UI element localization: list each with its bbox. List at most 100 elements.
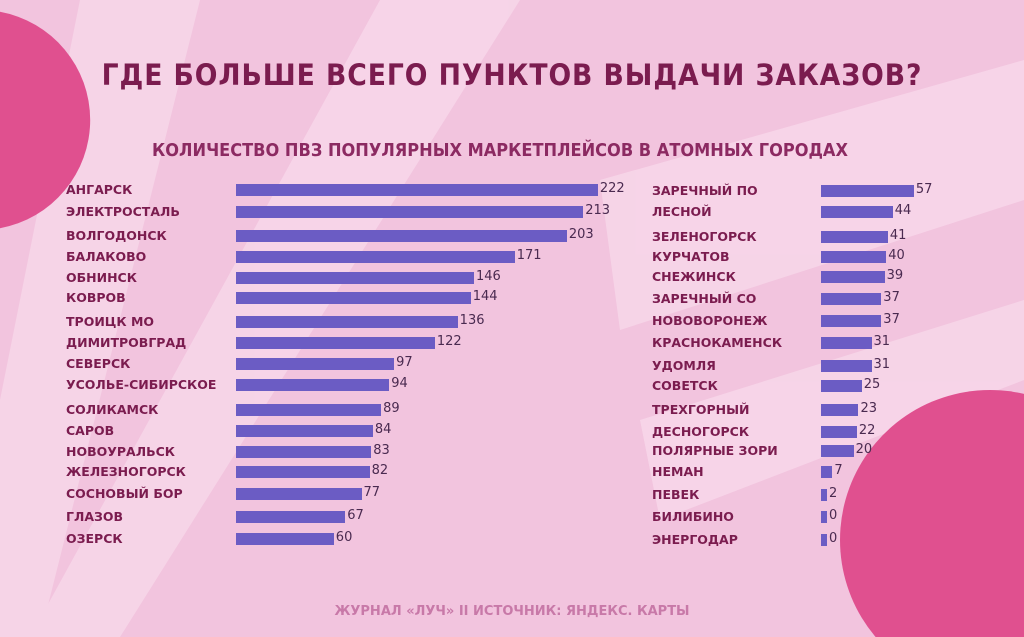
bar xyxy=(821,185,914,197)
bar xyxy=(236,206,584,218)
bar xyxy=(236,292,471,304)
bar xyxy=(236,511,346,523)
data-label: 77 xyxy=(363,485,381,500)
category-label: УСОЛЬЕ-СИБИРСКОЕ xyxy=(66,377,217,392)
category-label: ЭЛЕКТРОСТАЛЬ xyxy=(66,204,180,219)
category-label: НОВОУРАЛЬСК xyxy=(66,444,176,459)
category-label: ТРОИЦК МО xyxy=(66,314,155,329)
bar xyxy=(236,425,373,437)
data-label: 31 xyxy=(873,357,891,372)
data-label: 144 xyxy=(472,289,498,304)
bar xyxy=(236,337,435,349)
data-label: 25 xyxy=(863,377,881,392)
bar xyxy=(821,337,872,349)
decor-circle-bottom-right xyxy=(840,389,1024,637)
bar xyxy=(821,404,859,416)
data-label: 171 xyxy=(516,248,542,263)
bar xyxy=(236,184,598,196)
category-label: КРАСНОКАМЕНСК xyxy=(652,335,783,350)
data-label: 20 xyxy=(855,442,873,457)
category-label: КОВРОВ xyxy=(66,290,126,305)
data-label: 7 xyxy=(834,463,843,478)
data-label: 0 xyxy=(829,508,838,523)
bar xyxy=(821,293,882,305)
data-label: 31 xyxy=(873,334,891,349)
category-label: СОЛИКАМСК xyxy=(66,402,159,417)
bar xyxy=(236,379,390,391)
category-label: ОБНИНСК xyxy=(66,270,137,285)
decor-circle-top-left xyxy=(0,11,91,229)
data-label: 136 xyxy=(459,313,485,328)
category-label: БИЛИБИНО xyxy=(652,509,734,524)
category-label: ЛЕСНОЙ xyxy=(652,204,712,219)
data-label: 97 xyxy=(396,355,413,370)
data-label: 60 xyxy=(335,530,353,545)
category-label: НОВОВОРОНЕЖ xyxy=(652,313,768,328)
bar xyxy=(236,251,515,263)
category-label: ДЕСНОГОРСК xyxy=(652,424,750,439)
data-label: 2 xyxy=(829,486,838,501)
bar xyxy=(236,533,334,545)
category-label: ВОЛГОДОНСК xyxy=(66,228,167,243)
category-label: ЗАРЕЧНЫЙ ПО xyxy=(652,183,758,198)
bar xyxy=(821,206,893,218)
category-label: ПЕВЕК xyxy=(652,487,700,502)
category-label: КУРЧАТОВ xyxy=(652,249,730,264)
data-label: 57 xyxy=(915,182,933,197)
bar xyxy=(821,511,827,523)
data-label: 37 xyxy=(883,312,900,327)
data-label: 122 xyxy=(436,334,462,349)
bar xyxy=(821,315,882,327)
bar xyxy=(821,466,833,478)
data-label: 44 xyxy=(894,203,912,218)
category-label: УДОМЛЯ xyxy=(652,358,716,373)
data-label: 67 xyxy=(347,508,364,523)
data-label: 41 xyxy=(889,228,907,243)
bar xyxy=(821,380,862,392)
bar xyxy=(236,358,395,370)
data-label: 84 xyxy=(374,422,392,437)
bar xyxy=(236,446,372,458)
bar xyxy=(236,272,474,284)
data-label: 22 xyxy=(858,423,876,438)
category-label: НЕМАН xyxy=(652,464,704,479)
category-label: ЗЕЛЕНОГОРСК xyxy=(652,229,757,244)
category-label: САРОВ xyxy=(66,423,115,438)
data-label: 23 xyxy=(860,401,878,416)
bar xyxy=(821,426,857,438)
data-label: 37 xyxy=(883,290,900,305)
data-label: 222 xyxy=(599,181,625,196)
bar xyxy=(821,489,827,501)
category-label: БАЛАКОВО xyxy=(66,249,147,264)
category-label: ДИМИТРОВГРАД xyxy=(66,335,187,350)
data-label: 89 xyxy=(383,401,400,416)
category-label: ТРЕХГОРНЫЙ xyxy=(652,402,750,417)
data-label: 146 xyxy=(475,269,501,284)
category-label: ОЗЕРСК xyxy=(66,531,123,546)
bar xyxy=(236,316,458,328)
bar xyxy=(821,534,827,546)
data-label: 94 xyxy=(391,376,408,391)
bar xyxy=(821,251,887,263)
category-label: ГЛАЗОВ xyxy=(66,509,124,524)
category-label: ЖЕЛЕЗНОГОРСК xyxy=(66,464,186,479)
category-label: ПОЛЯРНЫЕ ЗОРИ xyxy=(652,443,778,458)
data-label: 0 xyxy=(829,531,838,546)
category-label: СЕВЕРСК xyxy=(66,356,131,371)
bar xyxy=(821,360,872,372)
data-label: 203 xyxy=(568,227,594,242)
data-label: 39 xyxy=(886,268,904,283)
data-label: 82 xyxy=(371,463,389,478)
data-label: 40 xyxy=(888,248,905,263)
category-label: ЗАРЕЧНЫЙ СО xyxy=(652,291,757,306)
bar xyxy=(821,445,854,457)
bar xyxy=(821,271,885,283)
page-title: ГДЕ БОЛЬШЕ ВСЕГО ПУНКТОВ ВЫДАЧИ ЗАКАЗОВ? xyxy=(101,58,923,92)
category-label: ЭНЕРГОДАР xyxy=(652,532,738,547)
bar xyxy=(236,230,567,242)
category-label: СОВЕТСК xyxy=(652,378,718,393)
bar xyxy=(236,488,362,500)
footer-source: ЖУРНАЛ «ЛУЧ» II ИСТОЧНИК: ЯНДЕКС. КАРТЫ xyxy=(334,604,690,619)
bar xyxy=(236,404,382,416)
